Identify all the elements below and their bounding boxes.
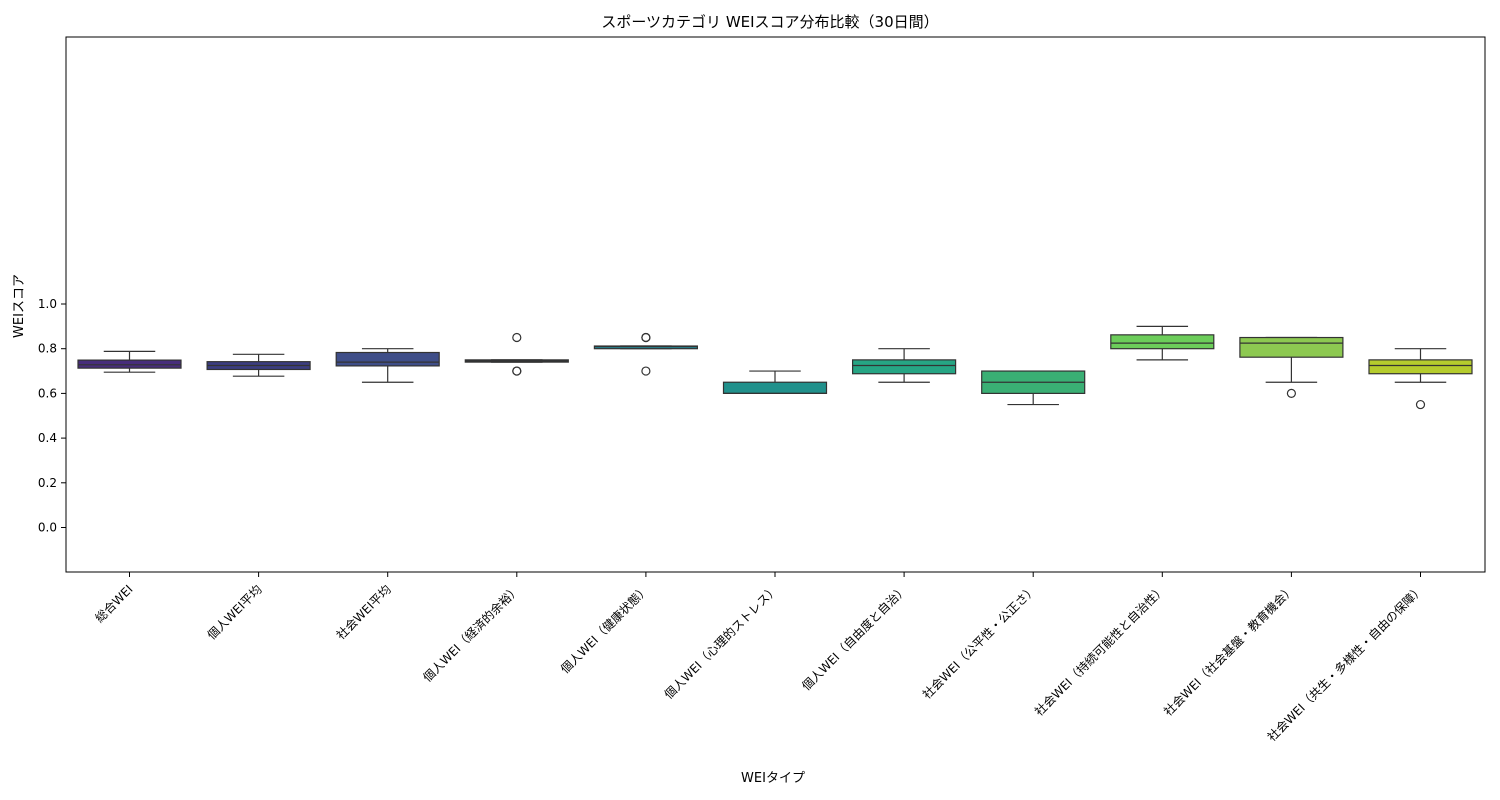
- x-tick-label: 社会WEI平均: [333, 582, 394, 643]
- chart-title: スポーツカテゴリ WEIスコア分布比較（30日間）: [601, 13, 938, 31]
- box-3: [335, 348, 440, 383]
- box-body: [335, 351, 440, 367]
- x-tick-label: 社会WEI（社会基盤・教育機会）: [1160, 582, 1297, 719]
- x-tick-label: 個人WEI（心理的ストレス）: [661, 582, 781, 702]
- y-axis: 0.0 0.2 0.4 0.6 0.8 1.0: [38, 297, 66, 535]
- outlier-point: [512, 366, 522, 376]
- x-tick-label: 個人WEI（自由度と自治）: [798, 582, 910, 694]
- box-5: [593, 332, 699, 376]
- box-body: [722, 381, 828, 395]
- box-series: [77, 325, 1473, 410]
- box-body: [1110, 334, 1215, 350]
- y-axis-label: WEIスコア: [12, 274, 27, 338]
- y-tick-label: 1.0: [38, 297, 57, 311]
- box-10: [1239, 336, 1344, 398]
- box-9: [1110, 325, 1215, 361]
- box-11: [1368, 348, 1473, 410]
- box-body: [77, 359, 182, 369]
- box-2: [206, 353, 311, 377]
- outlier-point: [512, 332, 522, 343]
- y-tick-label: 0.2: [38, 476, 57, 490]
- outlier-point: [1286, 388, 1297, 398]
- x-tick-label: 社会WEI（共生・多様性・自由の保障）: [1264, 582, 1427, 745]
- y-tick-label: 0.6: [38, 386, 57, 400]
- x-axis-label: WEIタイプ: [741, 771, 805, 786]
- y-tick-label: 0.8: [38, 342, 57, 356]
- y-tick-label: 0.0: [38, 521, 57, 535]
- outlier-point: [1415, 399, 1426, 410]
- box-8: [981, 370, 1086, 406]
- x-tick-label: 総合WEI: [92, 582, 136, 626]
- box-4: [464, 332, 569, 376]
- box-body: [851, 359, 957, 375]
- x-tick-label: 個人WEI（健康状態）: [557, 582, 652, 677]
- x-tick-label: 社会WEI（持続可能性と自治性）: [1031, 582, 1168, 719]
- plot-area: [65, 36, 1486, 573]
- x-axis: 総合WEI 個人WEI平均 社会WEI平均 個人WEI（経済的余裕） 個人WEI（健康状…: [92, 572, 1427, 744]
- outlier-point: [641, 332, 651, 343]
- x-tick-label: 社会WEI（公平性・公正さ）: [919, 582, 1039, 702]
- box-1: [77, 350, 182, 373]
- box-body: [1239, 336, 1344, 358]
- box-6: [722, 370, 828, 395]
- x-tick-label: 個人WEI（経済的余裕）: [420, 582, 523, 685]
- outlier-point: [641, 366, 651, 376]
- box-7: [851, 348, 957, 383]
- x-tick-label: 個人WEI平均: [205, 582, 265, 642]
- y-tick-label: 0.4: [38, 431, 57, 445]
- box-body: [1368, 359, 1473, 375]
